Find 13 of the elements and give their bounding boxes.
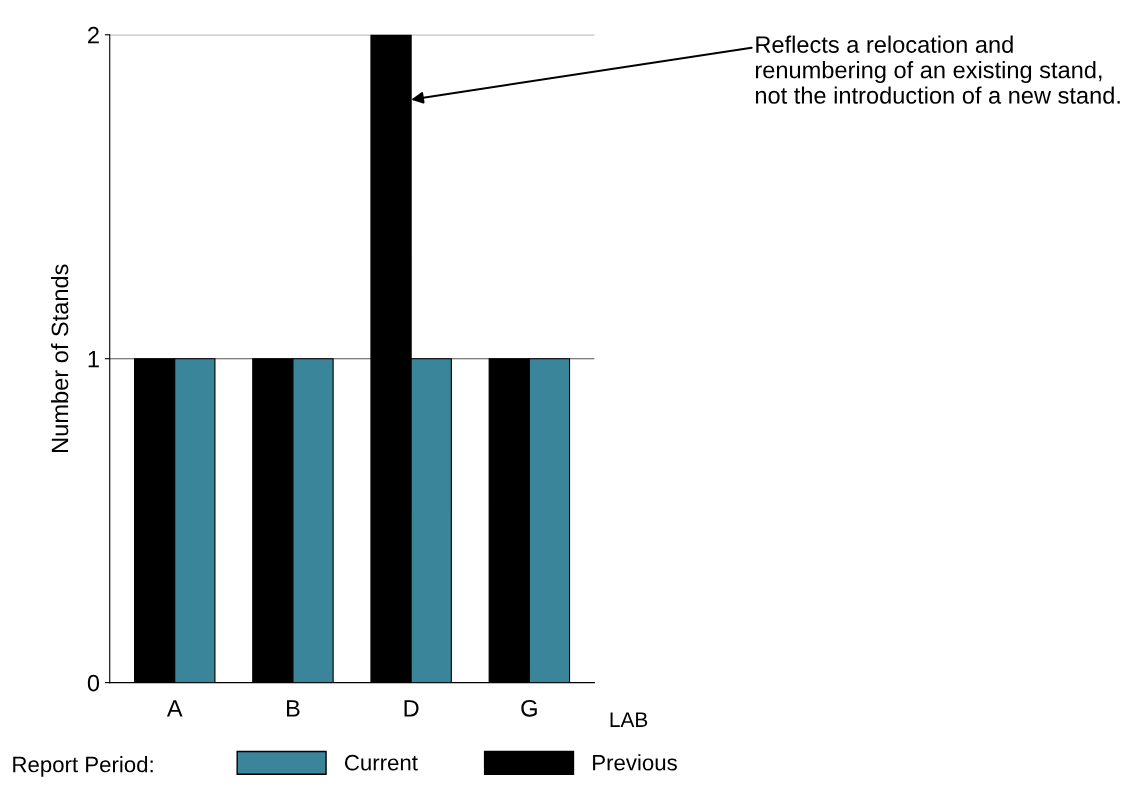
y-axis-title: Number of Stands	[50, 264, 69, 452]
x-tick-label: D	[404, 700, 419, 717]
annotation: Reflects a relocation and renumbering of an existing stand, not the introduction of a new stand.	[755, 35, 1120, 104]
y-tick-label: 1	[88, 351, 99, 368]
y-tick-label: 0	[87, 674, 100, 692]
y-tick-label: 2	[88, 26, 99, 44]
legend-label: Previous	[593, 754, 677, 771]
x-tick-label: A	[166, 700, 183, 717]
x-axis-title: LAB	[610, 712, 648, 727]
legend-label: Current	[344, 754, 418, 771]
x-tick-label: B	[287, 700, 300, 717]
legend-title: Report Period:	[13, 756, 153, 777]
x-tick-label: G	[521, 699, 537, 717]
